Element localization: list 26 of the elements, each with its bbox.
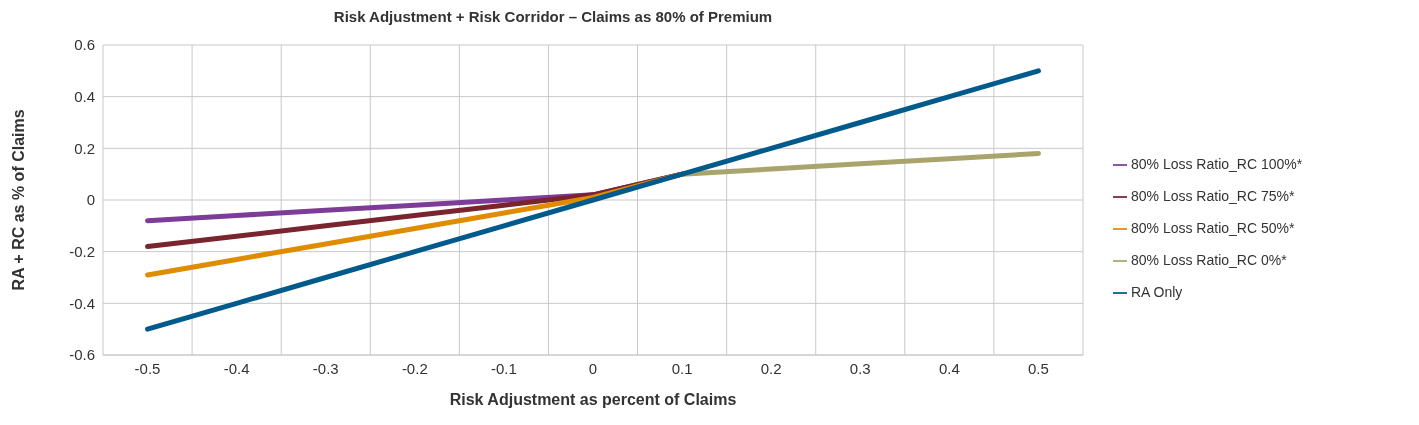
- x-tick-label: -0.4: [223, 359, 250, 377]
- x-tick-label: 0: [588, 359, 598, 377]
- legend-label: 80% Loss Ratio_RC 0%*: [1131, 251, 1287, 268]
- x-tick-label: -0.1: [490, 359, 517, 377]
- legend-label: 80% Loss Ratio_RC 75%*: [1131, 187, 1295, 204]
- y-tick-label: -0.2: [69, 242, 95, 260]
- x-tick-label: -0.2: [401, 359, 428, 377]
- x-tick-label: 0.5: [1028, 359, 1049, 377]
- chart-title: Risk Adjustment + Risk Corridor – Claims as 80% of Premium: [332, 8, 774, 25]
- legend-label: RA Only: [1131, 283, 1183, 300]
- x-tick-label: 0.2: [760, 359, 782, 377]
- y-tick-label: -0.6: [69, 346, 95, 364]
- y-tick-label: 0.2: [74, 139, 95, 157]
- x-tick-label: -0.5: [134, 359, 161, 377]
- x-axis-title: Risk Adjustment as percent of Claims: [449, 391, 737, 408]
- y-tick-label: 0.6: [74, 36, 95, 54]
- legend-label: 80% Loss Ratio_RC 50%*: [1131, 219, 1295, 236]
- y-tick-label: -0.4: [69, 294, 95, 312]
- y-tick-label: 0: [86, 191, 95, 209]
- x-tick-label: -0.3: [312, 359, 339, 377]
- y-axis-title: RA + RC as % of Claims: [9, 109, 27, 291]
- x-tick-label: 0.3: [849, 359, 871, 377]
- y-tick-label: 0.4: [74, 87, 95, 105]
- legend-label: 80% Loss Ratio_RC 100%*: [1131, 155, 1303, 172]
- x-tick-label: 0.4: [938, 359, 960, 377]
- x-tick-label: 0.1: [671, 359, 693, 377]
